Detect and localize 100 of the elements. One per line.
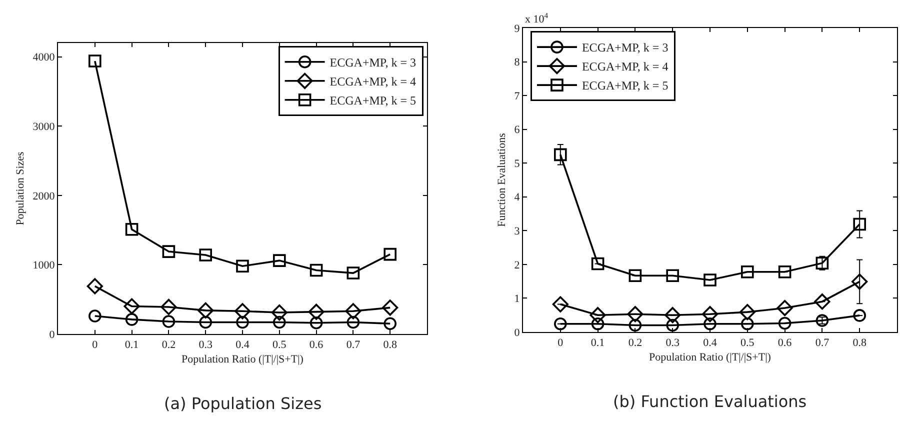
- x-tick-label: 0.1: [590, 337, 605, 350]
- x-tick-label: 0.3: [198, 339, 213, 352]
- point: [162, 245, 176, 258]
- point: [552, 296, 568, 312]
- y-axis-title: Function Evaluations: [496, 133, 508, 227]
- point: [816, 256, 829, 270]
- point: [384, 317, 396, 330]
- text: x 10$^{4}$: [525, 11, 548, 26]
- point: [88, 310, 102, 322]
- x-tick-label: 0.2: [628, 337, 642, 350]
- y-tick-label: 7: [514, 90, 520, 102]
- point: [554, 317, 567, 330]
- point: [741, 265, 754, 278]
- point: [345, 303, 362, 320]
- x-axis-title: Population Ratio (|T|/|S+T|): [649, 351, 772, 364]
- y-tick-label: 3: [514, 226, 520, 238]
- point: [591, 317, 604, 330]
- point: [236, 316, 249, 329]
- point: [664, 307, 681, 324]
- x-tick-label: 0: [558, 337, 564, 350]
- x-tick-label: 0.4: [703, 337, 718, 350]
- y-tick-label: 3000: [32, 120, 56, 133]
- y-axis-title: Population Sizes: [14, 152, 26, 226]
- point: [199, 316, 212, 329]
- point: [162, 315, 176, 328]
- y-tick-label: 8: [514, 56, 520, 69]
- point: [666, 269, 679, 282]
- x-tick-label: 0.7: [346, 339, 361, 352]
- y-tick-label: 6: [514, 124, 520, 136]
- point: [739, 304, 756, 320]
- y-tick-label: 4: [514, 192, 520, 204]
- x-axis-title: Population Ratio (|T|/|S+T|): [182, 353, 304, 366]
- legend-label: ECGA+MP, k = 5: [582, 78, 668, 93]
- point: [704, 274, 716, 286]
- point: [853, 309, 866, 322]
- point: [310, 316, 323, 330]
- point: [628, 318, 642, 332]
- text: (a) Population Sizes: [164, 394, 322, 413]
- y-tick-label: 2000: [32, 190, 56, 202]
- y-tick-label: 5: [514, 158, 520, 170]
- point: [741, 317, 754, 330]
- x-tick-label: 0.6: [778, 337, 792, 350]
- point: [590, 307, 606, 324]
- x-tick-label: 0.3: [666, 337, 680, 350]
- x-tick-label: 0.4: [236, 339, 250, 352]
- point: [778, 316, 792, 330]
- point: [814, 294, 830, 310]
- point: [702, 306, 718, 322]
- point: [198, 302, 214, 318]
- point: [382, 300, 398, 316]
- x-tick-label: 0.8: [852, 337, 867, 350]
- point: [666, 318, 679, 332]
- point: [308, 304, 324, 320]
- x-tick-label: 0.7: [815, 337, 830, 350]
- x-tick-label: 0.1: [124, 339, 139, 352]
- x-tick-label: 0: [92, 339, 98, 352]
- point: [776, 300, 793, 316]
- legend-label: ECGA+MP, k = 4: [330, 74, 416, 89]
- legend-label: ECGA+MP, k = 5: [330, 94, 416, 108]
- legend-label: ECGA+MP, k = 3: [582, 40, 668, 55]
- y-tick-label: 4000: [32, 52, 56, 64]
- y-tick-label: 1000: [32, 260, 56, 272]
- point: [384, 248, 396, 261]
- x-tick-label: 0.5: [272, 339, 287, 352]
- text: (b) Function Evaluations: [613, 392, 807, 411]
- point: [160, 298, 177, 316]
- x-tick-label: 0.8: [383, 339, 398, 352]
- point: [125, 313, 138, 326]
- point: [853, 218, 866, 231]
- point: [778, 265, 792, 278]
- y-tick-label: 9: [514, 22, 520, 35]
- point: [346, 316, 360, 329]
- point: [346, 266, 360, 280]
- x-tick-label: 0.2: [162, 339, 176, 352]
- point: [236, 260, 249, 272]
- point: [125, 222, 138, 236]
- point: [199, 248, 212, 262]
- y-tick-label: 0: [49, 328, 56, 341]
- point: [627, 306, 644, 322]
- point: [271, 304, 288, 321]
- point: [591, 257, 604, 270]
- point: [554, 148, 567, 162]
- point: [704, 317, 716, 330]
- y-tick-label: 0: [514, 326, 520, 339]
- x-tick-label: 0.5: [740, 337, 755, 350]
- y-tick-label: 1: [514, 293, 520, 306]
- point: [88, 54, 102, 68]
- point: [310, 264, 323, 277]
- point: [273, 254, 286, 267]
- point: [86, 278, 103, 294]
- legend-label: ECGA+MP, k = 3: [330, 56, 416, 70]
- point: [628, 269, 642, 282]
- x-tick-label: 0.6: [309, 339, 324, 352]
- point: [273, 316, 286, 329]
- point: [124, 298, 140, 314]
- point: [852, 274, 868, 290]
- y-tick-label: 2: [514, 259, 520, 272]
- point: [816, 314, 829, 327]
- legend-label: ECGA+MP, k = 4: [582, 60, 668, 74]
- point: [234, 303, 251, 320]
